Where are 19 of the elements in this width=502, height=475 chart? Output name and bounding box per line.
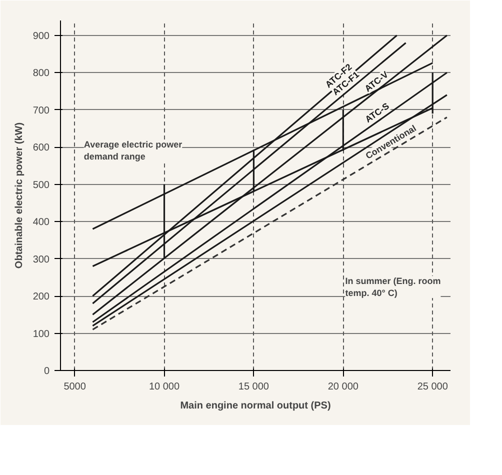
- y-tick-label: 400: [32, 217, 50, 228]
- x-axis-title: Main engine normal output (PS): [180, 400, 331, 412]
- annotation: In summer (Eng. room temp. 40° C): [345, 276, 441, 298]
- x-tick-label: 25 000: [417, 382, 448, 392]
- y-tick-label: 800: [32, 68, 50, 80]
- annotation: Average electric power demand range: [84, 140, 183, 162]
- y-tick-label: 500: [32, 180, 50, 191]
- y-tick-label: 200: [32, 292, 50, 303]
- y-tick-label: 600: [32, 142, 50, 154]
- x-tick-label: 20 000: [328, 382, 359, 392]
- y-tick-label: 0: [44, 366, 50, 377]
- y-tick-label: 900: [32, 30, 50, 42]
- y-tick-label: 100: [32, 328, 50, 340]
- x-tick-label: 5000: [64, 382, 86, 392]
- y-tick-label: 700: [32, 105, 50, 116]
- y-tick-label: 300: [32, 254, 50, 266]
- x-tick-label: 10 000: [148, 382, 180, 392]
- y-axis-title: Obtainable electric power (kW): [14, 122, 25, 269]
- x-tick-label: 15 000: [238, 382, 270, 392]
